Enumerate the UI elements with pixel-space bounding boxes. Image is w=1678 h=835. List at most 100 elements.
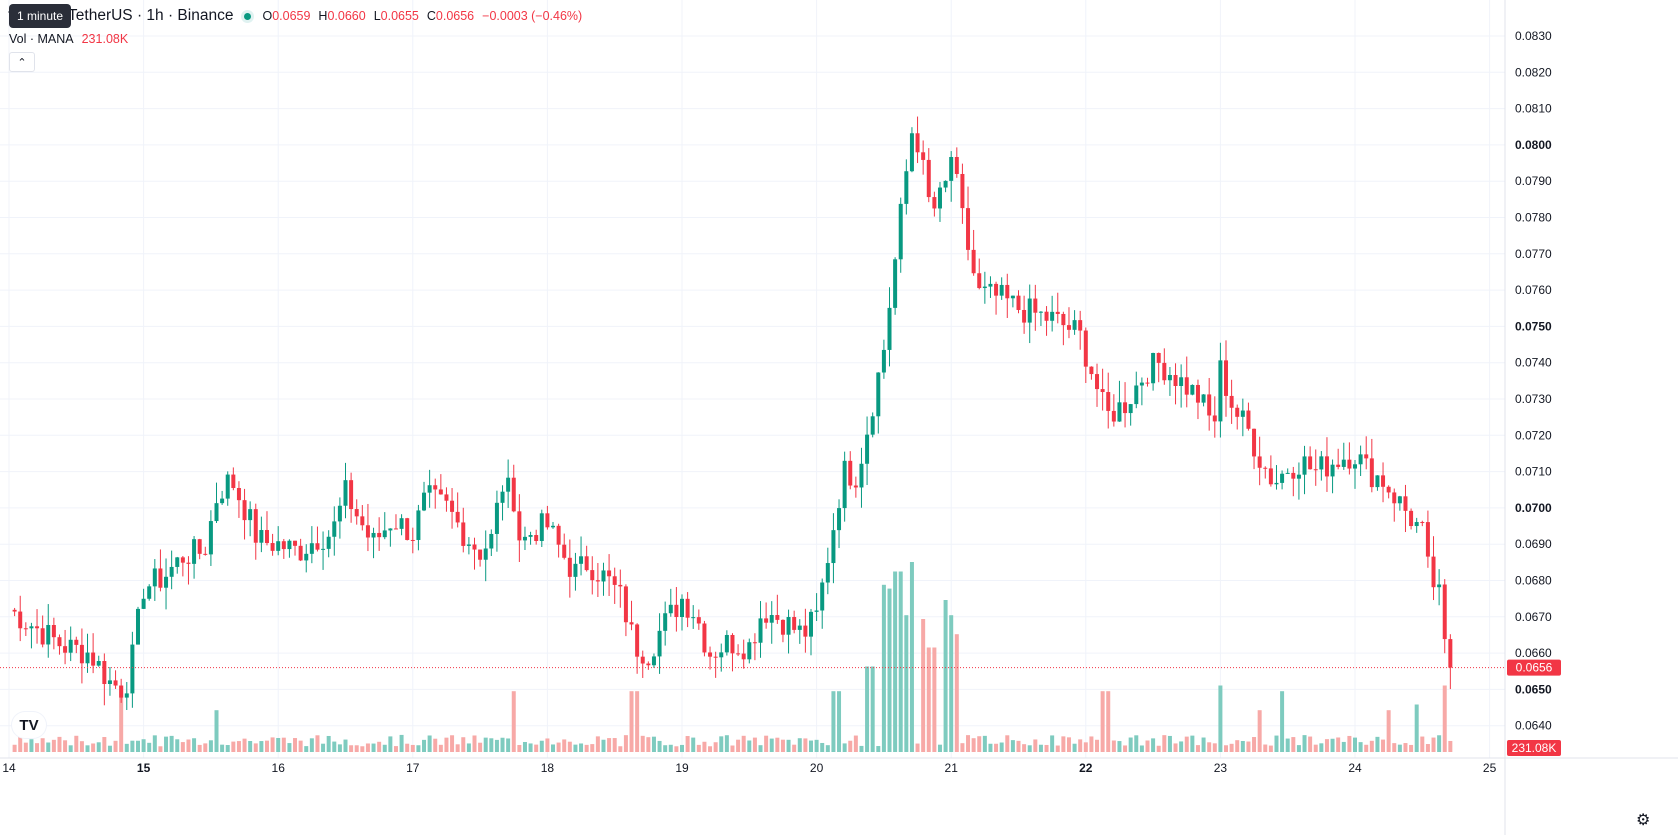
candle-body [343,480,348,506]
candle-body [180,557,185,563]
volume-legend[interactable]: Vol · MANA 231.08K [9,32,128,46]
candle-body [657,630,662,657]
candle-body [747,642,752,660]
candle-body [1414,522,1419,527]
candle-body [1268,468,1273,485]
candle-body [859,463,864,488]
volume-bar [51,739,56,752]
candle-body [1280,473,1285,483]
candle-body [1010,295,1015,299]
volume-bar [949,615,954,752]
gear-icon[interactable]: ⚙ [1636,812,1651,829]
symbol-legend[interactable]: traland / TetherUS · 1h · Binance O0.065… [8,6,582,26]
volume-bar [954,634,959,752]
volume-bar [74,735,79,752]
candle-body [1195,384,1200,403]
time-tick-label: 19 [675,761,689,775]
candle-body [141,598,146,609]
volume-bar [298,740,303,752]
volume-bar [1364,744,1369,752]
volume-bar [803,738,808,752]
ohlc-values: O0.0659 H0.0660 L0.0655 C0.0656 −0.0003 … [262,9,583,23]
volume-bar [1375,736,1380,752]
candle-body [803,625,808,637]
candle-body [438,489,443,495]
candle-body [29,626,34,629]
candle-body [971,249,976,274]
time-tick-label: 18 [541,761,555,775]
candle-body [1111,410,1116,422]
time-tick-label: 23 [1214,761,1228,775]
candle-body [640,656,645,664]
volume-bar [321,743,326,752]
volume-bar [450,735,455,752]
candle-body [579,556,584,564]
candle-body [1078,320,1083,331]
volume-bar [315,735,320,752]
candle-body [1252,428,1257,457]
candle-body [74,639,79,645]
volume-bar [309,738,314,752]
candle-body [332,521,337,537]
candle-body [506,477,511,492]
candle-body [1291,472,1296,479]
volume-bar [270,737,275,752]
price-tick-label: 0.0720 [1515,428,1552,442]
price-tick-label: 0.0710 [1515,465,1552,479]
volume-bar [349,745,354,752]
volume-bar [579,743,584,752]
volume-bar [164,736,169,752]
candle-body [831,530,836,564]
volume-bar [567,741,572,752]
volume-bar [1263,744,1268,752]
time-tick-label: 21 [945,761,959,775]
volume-bar [1330,738,1335,752]
candle-body [315,543,320,550]
candle-body [1431,556,1436,588]
volume-bar [68,745,73,752]
time-tick-label: 16 [272,761,286,775]
volume-bar [489,738,494,752]
volume-bar [657,740,662,752]
volume-bar [646,737,651,752]
candle-body [494,502,499,534]
candle-body [276,541,281,551]
candle-body [248,509,253,521]
candle-body [937,187,942,209]
volume-bar [259,741,264,752]
candlesticks [12,116,1453,710]
collapse-legend-button[interactable]: ⌃ [9,52,35,72]
volume-bar [663,745,668,752]
tradingview-logo-icon[interactable]: TV [12,712,46,738]
candle-body [192,539,197,564]
volume-bar [405,743,410,752]
volume-bar [797,738,802,752]
candle-body [775,615,780,620]
volume-bar [175,739,180,752]
candle-body [298,545,303,561]
candle-body [904,171,909,204]
candle-body [349,480,354,510]
volume-bar [1162,735,1167,752]
candle-body [422,492,427,511]
volume-bar [1044,744,1049,752]
volume-bar [354,745,359,752]
volume-bar [696,744,701,752]
candle-body [427,485,432,493]
candle-body [1257,456,1262,468]
volume-bar [769,738,774,752]
volume-bar [1167,735,1172,752]
volume-bar [915,743,920,752]
candle-body [1336,464,1341,467]
candle-body [696,617,701,624]
volume-bar [848,740,853,752]
volume-bar [724,735,729,752]
candle-body [466,544,471,546]
candle-body [1302,456,1307,475]
candle-body [1364,454,1369,459]
volume-bar [343,739,348,752]
volume-bar [1280,691,1285,752]
candle-body [808,611,813,637]
volume-bar [1229,743,1234,752]
